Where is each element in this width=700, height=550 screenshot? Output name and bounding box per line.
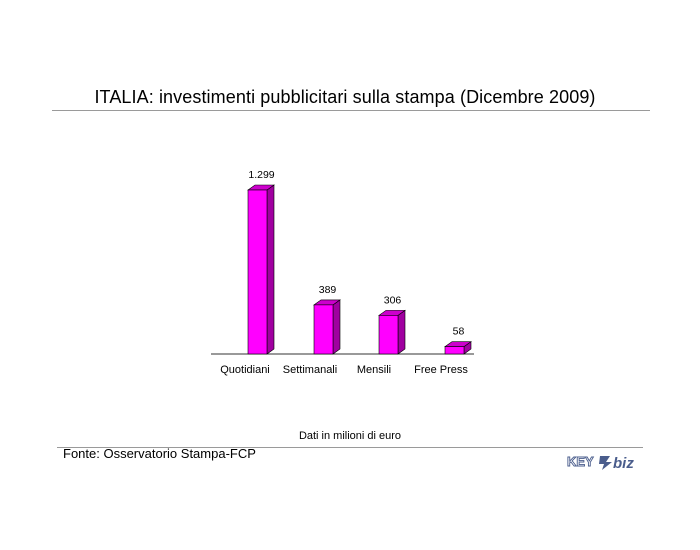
bar [378, 315, 399, 355]
data-label: 1.299 [248, 169, 274, 181]
bar-side [266, 184, 275, 355]
bar-side [332, 299, 341, 355]
logo-biz-text: biz [613, 455, 634, 472]
source-note: Fonte: Osservatorio Stampa-FCP [63, 446, 256, 461]
key4biz-logo: KEY biz [567, 454, 635, 472]
category-label: Settimanali [283, 364, 337, 376]
category-label: Mensili [357, 364, 391, 376]
category-label: Free Press [414, 364, 468, 376]
title-divider [52, 110, 650, 111]
bar [313, 304, 334, 355]
bar [444, 346, 465, 355]
logo-key-text: KEY [567, 454, 594, 469]
bar [247, 189, 268, 355]
footer-divider [57, 447, 643, 448]
bar-side [397, 309, 406, 355]
logo-four-mark [599, 456, 612, 470]
category-label: Quotidiani [220, 364, 270, 376]
chart-title: ITALIA: investimenti pubblicitari sulla … [94, 87, 596, 107]
data-label: 58 [453, 326, 465, 338]
units-note: Dati in milioni di euro [298, 430, 402, 442]
data-label: 306 [384, 294, 402, 306]
data-label: 389 [319, 284, 337, 296]
